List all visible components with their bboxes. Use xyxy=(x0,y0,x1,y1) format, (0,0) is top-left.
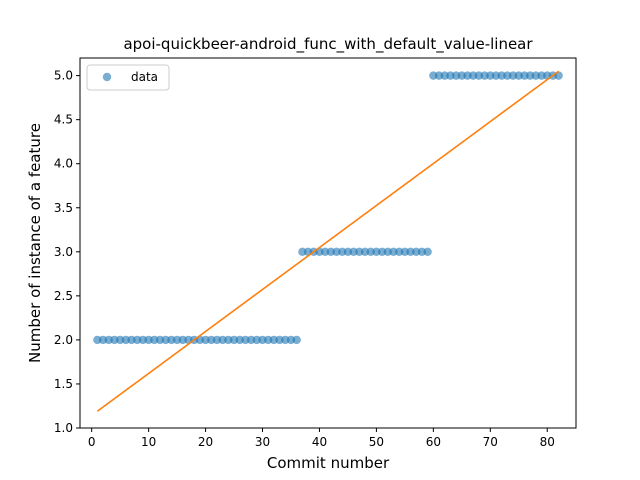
y-tick-label: 4.5 xyxy=(54,113,73,127)
axes-frame xyxy=(79,57,577,429)
data-point xyxy=(292,335,301,345)
y-tick-label: 2.0 xyxy=(54,333,73,347)
axis-ticks: 0 10 20 30 40 50 60 70 80 1.0 1.5 2.0 2.5 3.0 3.5 4.0 4.… xyxy=(54,69,555,449)
y-tick-label: 3.5 xyxy=(54,201,73,215)
fit-line xyxy=(96,70,560,412)
x-tick-label: 70 xyxy=(483,435,498,449)
legend-label: data xyxy=(131,70,158,84)
x-tick-label: 50 xyxy=(369,435,384,449)
y-tick-label: 3.0 xyxy=(54,245,73,259)
x-tick-label: 30 xyxy=(255,435,270,449)
x-tick-label: 60 xyxy=(426,435,441,449)
y-tick-label: 1.0 xyxy=(54,421,73,435)
plot-area xyxy=(93,70,563,412)
x-tick-label: 0 xyxy=(88,435,96,449)
x-tick-label: 80 xyxy=(540,435,555,449)
data-point xyxy=(423,247,432,257)
legend-marker xyxy=(102,72,112,82)
x-tick-label: 40 xyxy=(312,435,327,449)
x-tick-label: 20 xyxy=(198,435,213,449)
x-tick-label: 10 xyxy=(141,435,156,449)
y-tick-label: 2.5 xyxy=(54,289,73,303)
y-axis-label: Number of instance of a feature xyxy=(26,123,44,363)
y-tick-label: 4.0 xyxy=(54,157,73,171)
legend-box xyxy=(86,64,170,91)
y-tick-label: 1.5 xyxy=(54,377,73,391)
chart-title: apoi-quickbeer-android_func_with_default… xyxy=(123,35,533,54)
legend: data xyxy=(86,64,170,91)
y-tick-label: 5.0 xyxy=(54,69,73,83)
x-axis-label: Commit number xyxy=(267,454,390,472)
